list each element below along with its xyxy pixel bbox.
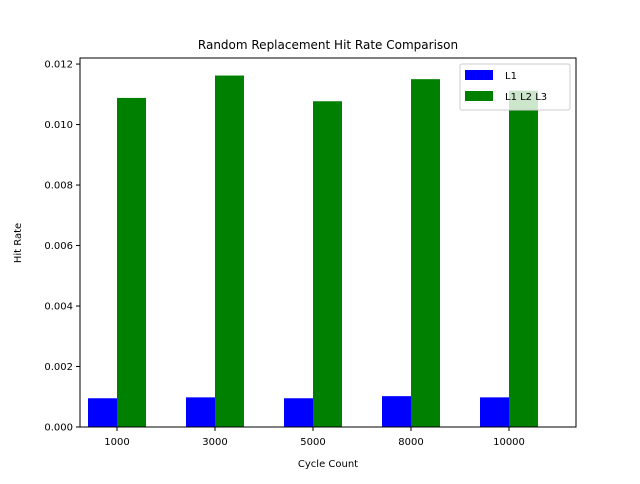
chart-title: Random Replacement Hit Rate Comparison [198, 38, 458, 52]
y-tick-label: 0.000 [44, 423, 73, 434]
y-tick-label: 0.010 [44, 120, 73, 131]
bar-l1-l2-l3-1000 [117, 97, 146, 428]
legend-items: L1 L1 L2 L3 [465, 70, 547, 103]
y-tick-label: 0.012 [44, 60, 73, 71]
bar-l1-1000 [88, 398, 117, 427]
y-axis-ticks: 0.000 0.002 0.004 0.006 0.008 0.010 0.012 [44, 60, 80, 434]
bar-l1-5000 [284, 398, 313, 427]
x-tick-label: 8000 [398, 437, 423, 448]
bar-l1-l2-l3-8000 [411, 79, 440, 428]
y-tick-label: 0.004 [44, 302, 73, 313]
bar-l1-10000 [480, 397, 509, 427]
legend: L1 L1 L2 L3 [459, 63, 571, 111]
bar-l1-3000 [186, 397, 215, 427]
bar-l1-l2-l3-3000 [215, 75, 244, 427]
legend-label: L1 L2 L3 [505, 92, 547, 103]
x-axis-label: Cycle Count [298, 459, 358, 470]
x-tick-label: 5000 [300, 437, 325, 448]
x-axis-ticks: 1000 3000 5000 8000 10000 [104, 427, 525, 448]
y-axis-label: Hit Rate [13, 223, 24, 263]
x-tick-label: 3000 [202, 437, 227, 448]
bar-l1-8000 [382, 396, 411, 427]
legend-label: L1 [505, 71, 517, 82]
legend-swatch [465, 91, 493, 101]
y-tick-label: 0.002 [44, 362, 73, 373]
y-tick-label: 0.008 [44, 181, 73, 192]
plot-frame [79, 57, 577, 428]
bar-l1-l2-l3-5000 [313, 101, 342, 427]
x-tick-label: 10000 [493, 437, 525, 448]
x-tick-label: 1000 [104, 437, 129, 448]
y-tick-label: 0.006 [44, 241, 73, 252]
bars-layer [88, 75, 538, 428]
bar-l1-l2-l3-10000 [509, 90, 538, 428]
legend-swatch [465, 70, 493, 80]
